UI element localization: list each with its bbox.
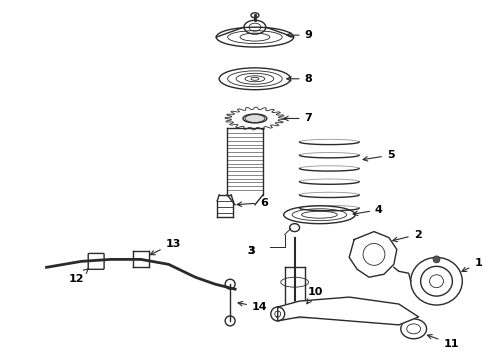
- Text: 8: 8: [287, 74, 312, 84]
- Ellipse shape: [433, 256, 440, 263]
- Text: 13: 13: [150, 239, 181, 255]
- Text: 3: 3: [247, 247, 255, 256]
- Polygon shape: [278, 297, 418, 325]
- Text: 6: 6: [237, 198, 268, 208]
- Text: 3: 3: [247, 247, 267, 256]
- Text: 12: 12: [69, 269, 88, 284]
- Text: 9: 9: [287, 30, 313, 40]
- Text: 1: 1: [462, 258, 482, 271]
- Ellipse shape: [245, 114, 265, 122]
- Text: 4: 4: [353, 205, 383, 216]
- Text: 10: 10: [307, 287, 323, 304]
- Text: 14: 14: [238, 301, 268, 312]
- Text: 2: 2: [393, 230, 421, 242]
- Text: 5: 5: [363, 150, 394, 161]
- Text: 11: 11: [427, 334, 459, 349]
- Text: 7: 7: [284, 113, 312, 123]
